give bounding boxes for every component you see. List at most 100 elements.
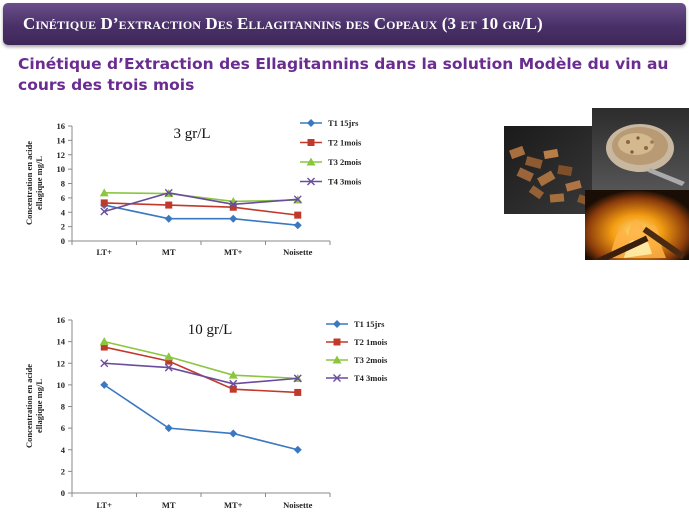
legend-marker: [307, 139, 315, 146]
series-3: [99, 337, 303, 382]
data-point: [100, 343, 108, 351]
series-line: [104, 346, 298, 394]
legend-entry: T3 2mois: [300, 157, 362, 167]
legend-label: T4 3mois: [354, 373, 388, 383]
y-tick-label: 4: [61, 207, 66, 217]
data-point: [228, 370, 238, 379]
data-point: [293, 374, 302, 383]
data-point: [228, 196, 238, 205]
y-tick-label: 8: [61, 402, 65, 412]
series-2: [100, 199, 302, 219]
legend-label: T2 1mois: [328, 138, 362, 148]
data-point: [293, 195, 303, 204]
data-point: [165, 357, 173, 365]
oak-shavings-bowl-photo: [592, 108, 689, 190]
legend-entry: T1 15jrs: [326, 319, 385, 329]
toasting-fire-photo: [585, 190, 689, 260]
x-tick-label: MT+: [224, 247, 243, 257]
data-point: [164, 214, 173, 223]
legend-entry: T2 1mois: [300, 138, 362, 148]
x-tick-label: Noisette: [283, 500, 312, 510]
legend-entry: T2 1mois: [326, 337, 388, 347]
series-line: [104, 202, 298, 216]
y-tick-label: 2: [61, 466, 65, 476]
data-point: [229, 429, 238, 438]
data-point: [229, 203, 237, 211]
y-tick-label: 12: [57, 150, 66, 160]
y-tick-label: 16: [57, 315, 66, 325]
fire-icon: [591, 219, 686, 260]
y-tick-label: 2: [61, 222, 65, 232]
data-point: [229, 379, 238, 388]
y-axis-label: Concentration en acideellagique mg/L: [24, 141, 44, 225]
legend-marker: [307, 119, 315, 127]
photo-collage: [504, 108, 689, 260]
data-point: [100, 199, 108, 207]
y-axis-label: Concentration en acideellagique mg/L: [24, 364, 44, 448]
data-point: [293, 195, 302, 204]
data-point: [99, 337, 109, 346]
series-line: [103, 384, 298, 451]
legend-entry: T4 3mois: [326, 373, 388, 383]
legend-label: T3 2mois: [328, 157, 362, 167]
y-tick-label: 14: [57, 135, 66, 145]
x-tick-label: LT+: [97, 500, 113, 510]
x-tick-label: MT+: [224, 500, 243, 510]
x-tick-label: MT: [162, 247, 176, 257]
series-line: [104, 192, 298, 203]
y-tick-label: 14: [57, 337, 66, 347]
legend-label: T2 1mois: [354, 337, 388, 347]
legend-marker: [333, 320, 341, 328]
data-point: [164, 352, 174, 361]
data-point: [165, 201, 173, 209]
y-tick-label: 0: [61, 236, 65, 246]
x-tick-label: LT+: [97, 247, 113, 257]
y-tick-label: 6: [61, 423, 65, 433]
legend-label: T1 15jrs: [354, 319, 385, 329]
data-point: [99, 188, 109, 197]
wood-shavings-icon: [606, 124, 685, 186]
y-tick-label: 0: [61, 488, 65, 498]
legend-marker: [333, 374, 341, 382]
chart-title: 10 gr/L: [188, 322, 233, 338]
x-tick-label: Noisette: [283, 247, 312, 257]
legend-entry: T4 3mois: [300, 177, 362, 187]
slide-title: Cinétique D’extraction Des Ellagitannins…: [23, 14, 543, 33]
title-bar: Cinétique D’extraction Des Ellagitannins…: [3, 3, 686, 45]
series-line: [104, 204, 298, 226]
x-tick-label: MT: [162, 500, 176, 510]
data-point: [100, 207, 109, 216]
legend-marker: [306, 157, 316, 166]
data-point: [164, 363, 173, 372]
data-point: [294, 211, 302, 219]
y-tick-label: 12: [57, 358, 66, 368]
data-point: [100, 380, 109, 389]
legend-marker: [333, 338, 341, 346]
series-2: [100, 343, 302, 396]
data-point: [100, 359, 109, 368]
legend-entry: T3 2mois: [326, 355, 388, 365]
y-tick-label: 8: [61, 179, 65, 189]
y-tick-label: 16: [57, 121, 66, 131]
series-3: [99, 188, 303, 205]
data-point: [293, 373, 303, 382]
series-1: [100, 201, 302, 230]
series-4: [100, 359, 302, 388]
series-1: [100, 380, 302, 454]
legend-label: T3 2mois: [354, 355, 388, 365]
series-line: [104, 362, 298, 385]
data-point: [229, 200, 238, 209]
data-point: [293, 221, 302, 230]
data-point: [294, 388, 302, 396]
data-point: [229, 385, 237, 393]
y-tick-label: 10: [57, 164, 66, 174]
legend-entry: T1 15jrs: [300, 118, 359, 128]
series-line: [104, 192, 298, 213]
data-point: [229, 214, 238, 223]
data-point: [100, 201, 109, 210]
y-tick-label: 10: [57, 380, 66, 390]
legend-marker: [307, 177, 315, 186]
legend-label: T1 15jrs: [328, 118, 359, 128]
data-point: [293, 445, 302, 454]
y-tick-label: 4: [61, 445, 66, 455]
